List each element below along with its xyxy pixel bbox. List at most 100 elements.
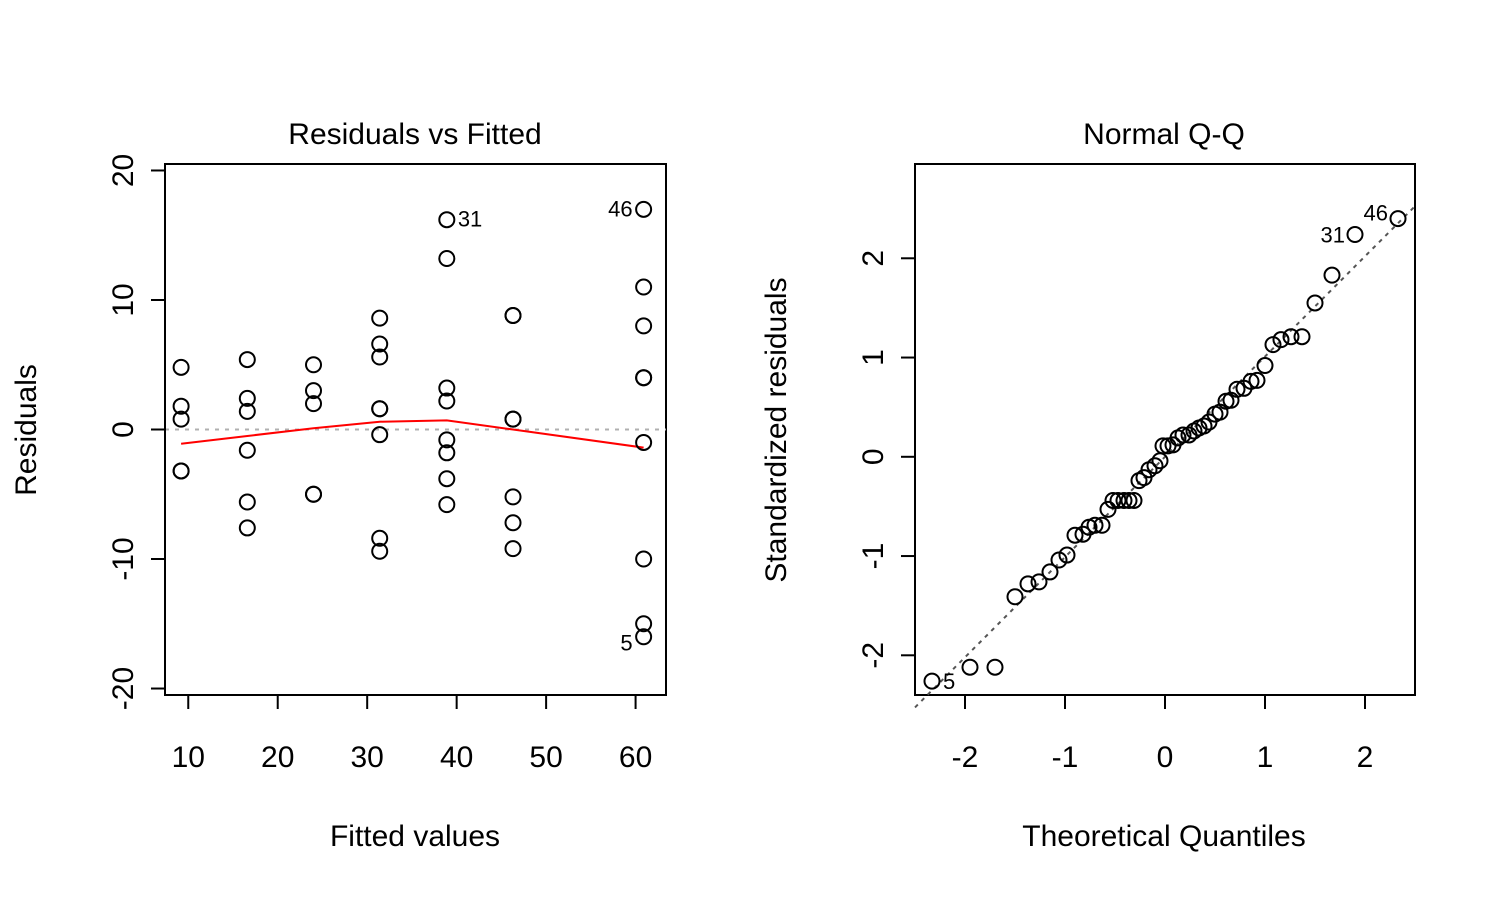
data-point	[438, 392, 456, 410]
data-point	[238, 493, 256, 511]
data-point	[1195, 417, 1213, 435]
data-point	[438, 250, 456, 268]
data-point	[371, 309, 389, 327]
data-point	[961, 658, 979, 676]
data-point	[172, 410, 190, 428]
y-tick-label: -10	[107, 537, 140, 580]
panel-title: Residuals vs Fitted	[288, 118, 541, 151]
y-tick-label: 0	[857, 448, 890, 465]
data-point	[1282, 328, 1300, 346]
data-point	[635, 433, 653, 451]
x-axis-title: Theoretical Quantiles	[1022, 820, 1305, 853]
data-point	[438, 431, 456, 449]
normal-qq-panel: Normal Q-Q Theoretical Quantiles Standar…	[760, 118, 1416, 853]
data-point	[1248, 371, 1266, 389]
panel-title: Normal Q-Q	[1083, 118, 1245, 151]
data-point	[1099, 500, 1117, 518]
qq-reference-line	[914, 205, 1416, 709]
y-tick-label: 0	[107, 421, 140, 438]
point-label: 31	[458, 207, 482, 232]
x-tick-label: 10	[172, 741, 205, 774]
data-point	[1125, 491, 1143, 509]
data-point	[371, 542, 389, 560]
data-point	[1174, 426, 1192, 444]
data-point	[172, 462, 190, 480]
x-tick-label: -2	[952, 741, 979, 774]
x-tick-label: 0	[1157, 741, 1174, 774]
data-point	[1120, 491, 1138, 509]
data-point	[172, 397, 190, 415]
data-point	[238, 519, 256, 537]
data-point	[371, 400, 389, 418]
y-axis-title: Residuals	[10, 364, 43, 496]
data-point	[1019, 575, 1037, 593]
data-point	[305, 356, 323, 374]
data-point	[635, 550, 653, 568]
x-tick-label: 30	[351, 741, 384, 774]
data-point	[1146, 457, 1164, 475]
plot-area: 5 31 46	[914, 201, 1416, 709]
x-tick-label: 50	[529, 741, 562, 774]
data-point	[635, 628, 653, 646]
x-tick-label: 20	[261, 741, 294, 774]
data-point	[635, 200, 653, 218]
data-point	[1093, 516, 1111, 534]
data-point	[1306, 294, 1324, 312]
data-point	[238, 441, 256, 459]
x-tick-label: 2	[1357, 741, 1374, 774]
data-point	[1323, 266, 1341, 284]
data-point	[1242, 372, 1260, 390]
data-point	[238, 402, 256, 420]
y-tick-label: 20	[107, 154, 140, 187]
data-point	[635, 317, 653, 335]
plot-area: 31 46 5	[165, 196, 666, 656]
data-point	[504, 307, 522, 325]
y-tick-label: 2	[857, 250, 890, 267]
point-label: 46	[608, 196, 632, 221]
y-tick-label: 10	[107, 283, 140, 316]
data-point	[305, 382, 323, 400]
data-point	[923, 672, 941, 690]
data-point	[1041, 563, 1059, 581]
data-point	[1086, 516, 1104, 534]
y-tick-label: -2	[857, 642, 890, 669]
y-axis-title: Standardized residuals	[760, 277, 793, 582]
x-tick-label: 40	[440, 741, 473, 774]
data-point	[1272, 331, 1290, 349]
data-point	[1346, 225, 1364, 243]
data-point	[1066, 526, 1084, 544]
point-label: 5	[620, 631, 632, 656]
data-point	[1058, 546, 1076, 564]
data-point	[371, 348, 389, 366]
data-point	[438, 496, 456, 514]
data-point	[1389, 210, 1407, 228]
x-tick-label: 1	[1257, 741, 1274, 774]
data-point	[438, 444, 456, 462]
data-point	[1030, 573, 1048, 591]
data-point	[438, 470, 456, 488]
point-label: 31	[1321, 222, 1345, 247]
data-point	[371, 529, 389, 547]
data-point	[371, 335, 389, 353]
data-point	[438, 211, 456, 229]
data-point	[1293, 328, 1311, 346]
data-point	[635, 278, 653, 296]
data-point	[1228, 380, 1246, 398]
data-point	[1006, 588, 1024, 606]
smoother-line	[180, 419, 644, 449]
data-point	[504, 410, 522, 428]
data-point	[504, 540, 522, 558]
data-point	[504, 514, 522, 532]
data-point	[1154, 437, 1172, 455]
data-point	[1256, 356, 1274, 374]
point-label: 5	[943, 669, 955, 694]
data-point	[986, 658, 1004, 676]
data-point	[504, 488, 522, 506]
data-point	[305, 485, 323, 503]
data-point	[305, 395, 323, 413]
data-point	[371, 426, 389, 444]
data-point	[172, 358, 190, 376]
data-point	[238, 389, 256, 407]
y-tick-label: -20	[107, 667, 140, 710]
